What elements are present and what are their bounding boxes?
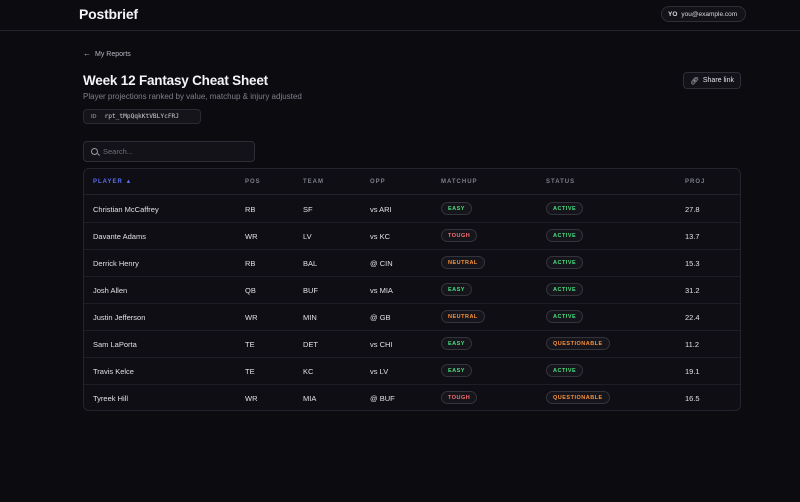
table-row[interactable]: Josh Allen QB BUF vs MIA EASY ACTIVE 31.2: [84, 277, 740, 304]
player-opponent: vs LV: [370, 367, 389, 376]
page-subtitle: Player projections ranked by value, matc…: [83, 92, 302, 101]
back-link-label: My Reports: [95, 50, 131, 58]
matchup-badge: EASY: [441, 283, 472, 296]
player-projection: 13.7: [685, 232, 700, 241]
status-badge: QUESTIONABLE: [546, 337, 610, 350]
player-projection: 11.2: [685, 340, 700, 349]
column-header-player[interactable]: PLAYER ▲: [93, 179, 133, 185]
share-link-button[interactable]: 🔗︎ Share link: [683, 72, 741, 89]
table-row[interactable]: Justin Jefferson WR MIN @ GB NEUTRAL ACTIVE 22…: [84, 304, 740, 331]
link-icon: 🔗︎: [689, 77, 699, 85]
table-row[interactable]: Christian McCaffrey RB SF vs ARI EASY ACTIVE 2…: [84, 196, 740, 223]
table-row[interactable]: Sam LaPorta TE DET vs CHI EASY QUESTIONABLE 11…: [84, 331, 740, 358]
status-badge: ACTIVE: [546, 364, 584, 377]
status-badge: ACTIVE: [546, 229, 584, 242]
matchup-badge: EASY: [441, 364, 472, 377]
player-team: MIA: [303, 394, 317, 403]
player-opponent: @ BUF: [370, 394, 395, 403]
status-badge: QUESTIONABLE: [546, 391, 610, 404]
player-team: KC: [303, 367, 314, 376]
report-id-value: rpt_tMpQqkKtVBLYcFRJ: [104, 113, 180, 120]
player-team: BAL: [303, 259, 318, 268]
player-position: TE: [245, 340, 255, 349]
user-initials: YO: [668, 10, 678, 18]
status-badge: ACTIVE: [546, 256, 584, 269]
player-opponent: vs ARI: [370, 205, 392, 214]
matchup-badge: EASY: [441, 202, 472, 215]
player-name: Christian McCaffrey: [93, 205, 159, 214]
player-opponent: @ GB: [370, 313, 391, 322]
status-badge: ACTIVE: [546, 202, 584, 215]
player-team: MIN: [303, 313, 317, 322]
status-badge: ACTIVE: [546, 283, 584, 296]
player-name: Derrick Henry: [93, 259, 139, 268]
report-id-chip[interactable]: ID rpt_tMpQqkKtVBLYcFRJ: [83, 109, 201, 124]
table-row[interactable]: Tyreek Hill WR MIA @ BUF TOUGH QUESTIONABLE 16…: [84, 385, 740, 410]
matchup-badge: TOUGH: [441, 229, 478, 242]
table-row[interactable]: Derrick Henry RB BAL @ CIN NEUTRAL ACTIVE 15.3: [84, 250, 740, 277]
column-header-matchup[interactable]: MATCHUP: [441, 179, 478, 185]
player-projection: 27.8: [685, 205, 700, 214]
player-name: Josh Allen: [93, 286, 128, 295]
player-projection: 19.1: [685, 367, 700, 376]
player-name: Travis Kelce: [93, 367, 134, 376]
player-position: RB: [245, 205, 256, 214]
report-id-label: ID: [91, 113, 97, 120]
player-opponent: vs MIA: [370, 286, 393, 295]
player-projection: 22.4: [685, 313, 700, 322]
player-name: Justin Jefferson: [93, 313, 146, 322]
search-input[interactable]: [103, 147, 243, 156]
matchup-badge: TOUGH: [441, 391, 478, 404]
search-box[interactable]: [83, 141, 255, 162]
player-team: BUF: [303, 286, 318, 295]
player-position: WR: [245, 313, 258, 322]
user-menu-button[interactable]: YO you@example.com: [661, 6, 746, 22]
table-row[interactable]: Davante Adams WR LV vs KC TOUGH ACTIVE 13.7: [84, 223, 740, 250]
page-title: Week 12 Fantasy Cheat Sheet: [83, 73, 268, 88]
player-opponent: @ CIN: [370, 259, 393, 268]
player-name: Davante Adams: [93, 232, 146, 241]
player-projection: 16.5: [685, 394, 700, 403]
player-name: Sam LaPorta: [93, 340, 137, 349]
player-team: LV: [303, 232, 312, 241]
player-team: SF: [303, 205, 313, 214]
player-projection: 15.3: [685, 259, 700, 268]
player-position: RB: [245, 259, 256, 268]
player-position: WR: [245, 394, 258, 403]
matchup-badge: EASY: [441, 337, 472, 350]
column-header-pos[interactable]: POS: [245, 179, 261, 185]
matchup-badge: NEUTRAL: [441, 256, 485, 269]
table-header: PLAYER ▲ POS TEAM OPP MATCHUP STATUS PRO…: [84, 169, 740, 195]
player-opponent: vs CHI: [370, 340, 393, 349]
column-header-team[interactable]: TEAM: [303, 179, 324, 185]
back-link[interactable]: ← My Reports: [83, 50, 131, 58]
user-email: you@example.com: [681, 10, 738, 18]
player-position: QB: [245, 286, 256, 295]
player-position: WR: [245, 232, 258, 241]
brand-logo[interactable]: Postbrief: [79, 6, 138, 22]
arrow-left-icon: ←: [83, 49, 91, 58]
column-header-status[interactable]: STATUS: [546, 179, 576, 185]
column-header-opp[interactable]: OPP: [370, 179, 386, 185]
player-name: Tyreek Hill: [93, 394, 129, 403]
players-table: PLAYER ▲ POS TEAM OPP MATCHUP STATUS PRO…: [83, 168, 741, 411]
player-projection: 31.2: [685, 286, 700, 295]
status-badge: ACTIVE: [546, 310, 584, 323]
table-row[interactable]: Travis Kelce TE KC vs LV EASY ACTIVE 19.1: [84, 358, 740, 385]
matchup-badge: NEUTRAL: [441, 310, 485, 323]
search-icon: [91, 148, 98, 155]
column-header-proj[interactable]: PROJ: [685, 179, 706, 185]
share-link-label: Share link: [702, 77, 735, 84]
player-team: DET: [303, 340, 318, 349]
player-position: TE: [245, 367, 255, 376]
top-bar: Postbrief YO you@example.com: [0, 0, 800, 31]
player-opponent: vs KC: [370, 232, 391, 241]
